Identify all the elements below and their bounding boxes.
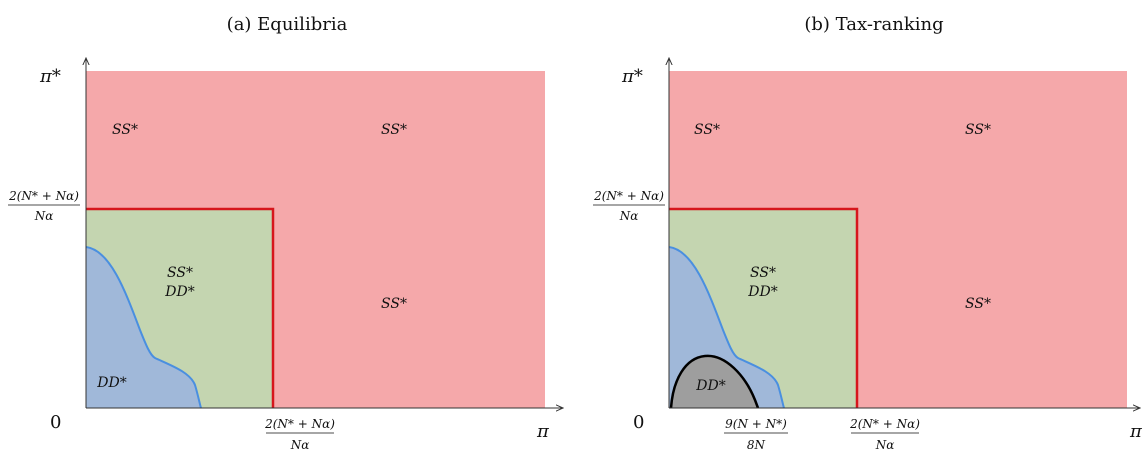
panel-b-threshold-y-numerator: 2(N* + Nα)	[593, 189, 664, 203]
panel-a-label-top-left: SS*	[112, 122, 138, 138]
panel-a: (a) Equilibria π* π 0 2(N* + Nα) Nα 2(N*…	[8, 14, 563, 452]
panel-b-blue-boundary	[668, 246, 785, 409]
panel-b-label-bottom-left: DD*	[695, 378, 725, 394]
panel-b-label-top-right: SS*	[965, 122, 991, 138]
panel-a-blue-boundary	[85, 246, 202, 409]
panel-a-title: (a) Equilibria	[227, 14, 348, 35]
panel-b-gray-region	[671, 355, 758, 408]
panel-a-threshold-x-denominator: Nα	[290, 438, 310, 452]
panel-a-origin-label: 0	[50, 412, 61, 433]
panel-a-label-top-right: SS*	[381, 122, 407, 138]
panel-b-label-top-left: SS*	[694, 122, 720, 138]
panel-b-label-mid-1: SS*	[750, 265, 776, 281]
panel-a-threshold-x-numerator: 2(N* + Nα)	[264, 417, 335, 431]
panel-b-threshold-y-denominator: Nα	[619, 209, 639, 223]
panel-a-threshold-y-denominator: Nα	[34, 209, 54, 223]
panel-b-threshold-y-label: 2(N* + Nα) Nα	[593, 189, 665, 223]
panel-b-threshold-x-label: 2(N* + Nα) Nα	[849, 417, 920, 452]
panel-a-threshold-x-label: 2(N* + Nα) Nα	[264, 417, 335, 452]
panel-b-origin-label: 0	[633, 412, 644, 433]
panel-b-threshold-x-denominator: Nα	[875, 438, 895, 452]
panel-a-x-axis-label: π	[536, 421, 550, 442]
panel-b-extra-x-tick-label: 9(N + N*) 8N	[724, 417, 788, 452]
panel-a-label-bottom-left: DD*	[96, 375, 126, 391]
panel-a-label-mid-2: DD*	[164, 284, 194, 300]
panel-a-blue-region	[86, 247, 201, 408]
panel-a-threshold-y-label: 2(N* + Nα) Nα	[8, 189, 80, 223]
panel-b-title: (b) Tax-ranking	[804, 14, 943, 35]
panel-a-label-right: SS*	[381, 296, 407, 312]
panel-a-y-axis-label: π*	[39, 66, 61, 87]
panel-a-label-mid-1: SS*	[167, 265, 193, 281]
panel-b-label-right: SS*	[965, 296, 991, 312]
panel-a-red-boundary	[86, 207, 275, 408]
panel-b-red-boundary	[669, 207, 859, 408]
panel-a-threshold-y-numerator: 2(N* + Nα)	[8, 189, 79, 203]
panel-b-black-boundary	[669, 354, 760, 409]
panel-b-y-axis-label: π*	[621, 66, 643, 87]
panel-b-extra-x-tick-numerator: 9(N + N*)	[725, 417, 787, 431]
panel-b: (b) Tax-ranking π* π 0 2(N* + Nα) Nα 9(N…	[593, 14, 1143, 452]
panel-b-extra-x-tick-denominator: 8N	[747, 438, 766, 452]
panel-b-label-mid-2: DD*	[747, 284, 777, 300]
panel-b-x-axis-label: π	[1129, 421, 1143, 442]
panel-b-threshold-x-numerator: 2(N* + Nα)	[849, 417, 920, 431]
